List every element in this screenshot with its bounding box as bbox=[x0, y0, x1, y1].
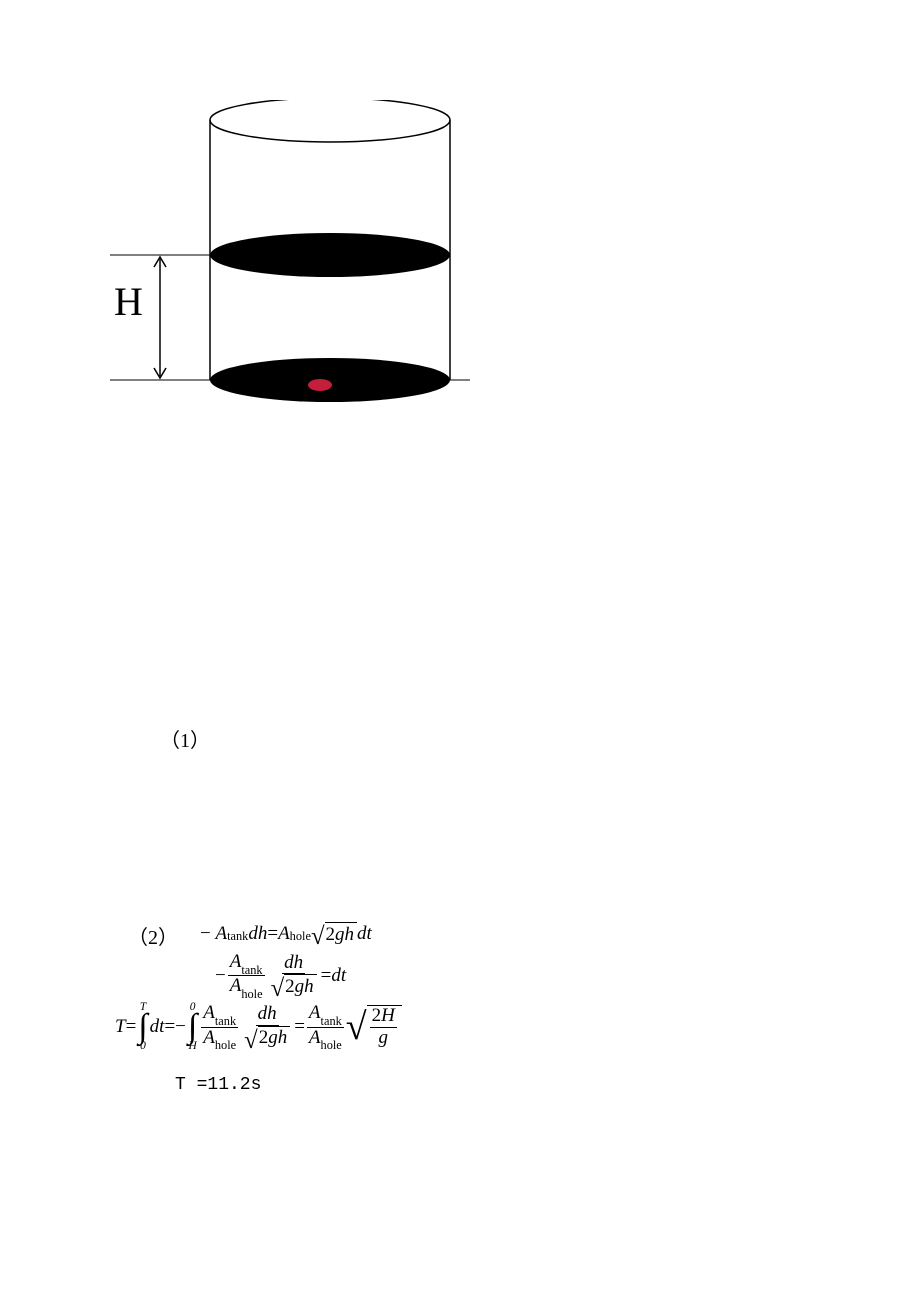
result-text: T =11.2s bbox=[175, 1075, 261, 1095]
section-2-label: （2） bbox=[128, 921, 178, 950]
equation-3: T = T ∫ 0 dt = − 0 ∫ H Atank Ahole dh √2… bbox=[115, 1002, 402, 1056]
height-label: H bbox=[114, 278, 143, 325]
section-1-label: （1） bbox=[160, 724, 210, 753]
tank-diagram bbox=[110, 100, 470, 420]
equation-1: − Atank dh = Ahole √2gh dt bbox=[200, 922, 372, 951]
tank-svg bbox=[110, 100, 470, 420]
equation-2: − Atank Ahole dh √2gh = dt bbox=[215, 952, 346, 1004]
